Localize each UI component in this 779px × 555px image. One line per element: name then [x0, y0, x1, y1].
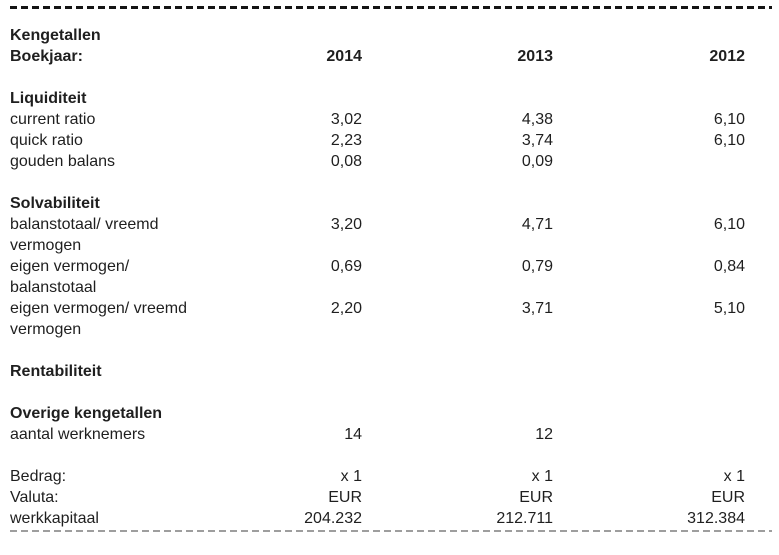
- section-overige-kengetallen: Overige kengetallen aantal werknemers 14 12: [10, 403, 779, 445]
- section-heading: Overige kengetallen: [10, 405, 163, 422]
- value-2014: 204.232: [304, 510, 362, 527]
- report-title: Kengetallen: [10, 27, 101, 44]
- row-label: current ratio: [10, 111, 96, 128]
- boekjaar-header-row: Boekjaar: 2014 2013 2012: [10, 46, 779, 67]
- row-label: eigen vermogen/ vreemd vermogen: [10, 300, 192, 338]
- bottom-dashed-divider: [10, 530, 772, 532]
- section-liquiditeit: Liquiditeit current ratio 3,02 4,38 6,10 quic…: [10, 88, 779, 172]
- value-2012: 0,84: [713, 258, 745, 275]
- row-label: Valuta:: [10, 489, 59, 506]
- value-2013: 3,74: [521, 132, 553, 149]
- value-2014: x 1: [340, 468, 362, 485]
- value-2012: EUR: [711, 489, 745, 506]
- value-2013: 3,71: [521, 300, 553, 317]
- row-label: gouden balans: [10, 153, 115, 170]
- year-column-2013: 2013: [517, 48, 553, 65]
- value-2014: 3,20: [330, 216, 362, 233]
- value-2014: 14: [344, 426, 362, 443]
- value-2013: 4,71: [521, 216, 553, 233]
- value-2014: EUR: [328, 489, 362, 506]
- section-heading: Rentabiliteit: [10, 363, 102, 380]
- value-2013: x 1: [531, 468, 553, 485]
- table-row: balanstotaal/ vreemd vermogen 3,20 4,71 6,1…: [10, 214, 779, 256]
- value-2013: EUR: [519, 489, 553, 506]
- value-2014: 3,02: [330, 111, 362, 128]
- section-heading: Solvabiliteit: [10, 195, 100, 212]
- section-rentabiliteit: Rentabiliteit: [10, 361, 779, 382]
- year-column-2012: 2012: [709, 48, 745, 65]
- table-row: gouden balans 0,08 0,09: [10, 151, 779, 172]
- value-2013: 4,38: [521, 111, 553, 128]
- value-2012: 5,10: [713, 300, 745, 317]
- row-label: aantal werknemers: [10, 426, 146, 443]
- value-2013: 12: [535, 426, 553, 443]
- value-2012: x 1: [723, 468, 745, 485]
- value-2013: 212.711: [496, 510, 553, 527]
- value-2014: 2,20: [330, 300, 362, 317]
- report-sections: Liquiditeit current ratio 3,02 4,38 6,10 quic…: [10, 88, 779, 445]
- value-2012: 6,10: [713, 111, 745, 128]
- footer-row: Bedrag: x 1 x 1 x 1: [10, 466, 779, 487]
- value-2012: 312.384: [687, 510, 745, 527]
- value-2012: 6,10: [713, 132, 745, 149]
- report-footer: Bedrag: x 1 x 1 x 1 Valuta: EUR EUR EUR werkkapi…: [10, 466, 779, 529]
- table-row: eigen vermogen/ balanstotaal 0,69 0,79 0,84: [10, 256, 779, 298]
- value-2014: 2,23: [330, 132, 362, 149]
- table-row: eigen vermogen/ vreemd vermogen 2,20 3,71 5…: [10, 298, 779, 340]
- section-heading: Liquiditeit: [10, 90, 87, 107]
- value-2013: 0,79: [521, 258, 553, 275]
- value-2014: 0,08: [330, 153, 362, 170]
- footer-row: werkkapitaal 204.232 212.711 312.384: [10, 508, 779, 529]
- year-column-2014: 2014: [326, 48, 362, 65]
- table-row: aantal werknemers 14 12: [10, 424, 779, 445]
- value-2013: 0,09: [521, 153, 553, 170]
- value-2012: 6,10: [713, 216, 745, 233]
- table-row: current ratio 3,02 4,38 6,10: [10, 109, 779, 130]
- row-label: balanstotaal/ vreemd vermogen: [10, 216, 163, 254]
- row-label: Bedrag:: [10, 468, 67, 485]
- row-label: eigen vermogen/ balanstotaal: [10, 258, 134, 296]
- footer-row: Valuta: EUR EUR EUR: [10, 487, 779, 508]
- section-solvabiliteit: Solvabiliteit balanstotaal/ vreemd vermog…: [10, 193, 779, 340]
- row-label: quick ratio: [10, 132, 83, 149]
- row-label: werkkapitaal: [10, 510, 99, 527]
- table-row: quick ratio 2,23 3,74 6,10: [10, 130, 779, 151]
- value-2014: 0,69: [330, 258, 362, 275]
- top-dashed-divider: [10, 6, 772, 9]
- boekjaar-label: Boekjaar:: [10, 48, 83, 65]
